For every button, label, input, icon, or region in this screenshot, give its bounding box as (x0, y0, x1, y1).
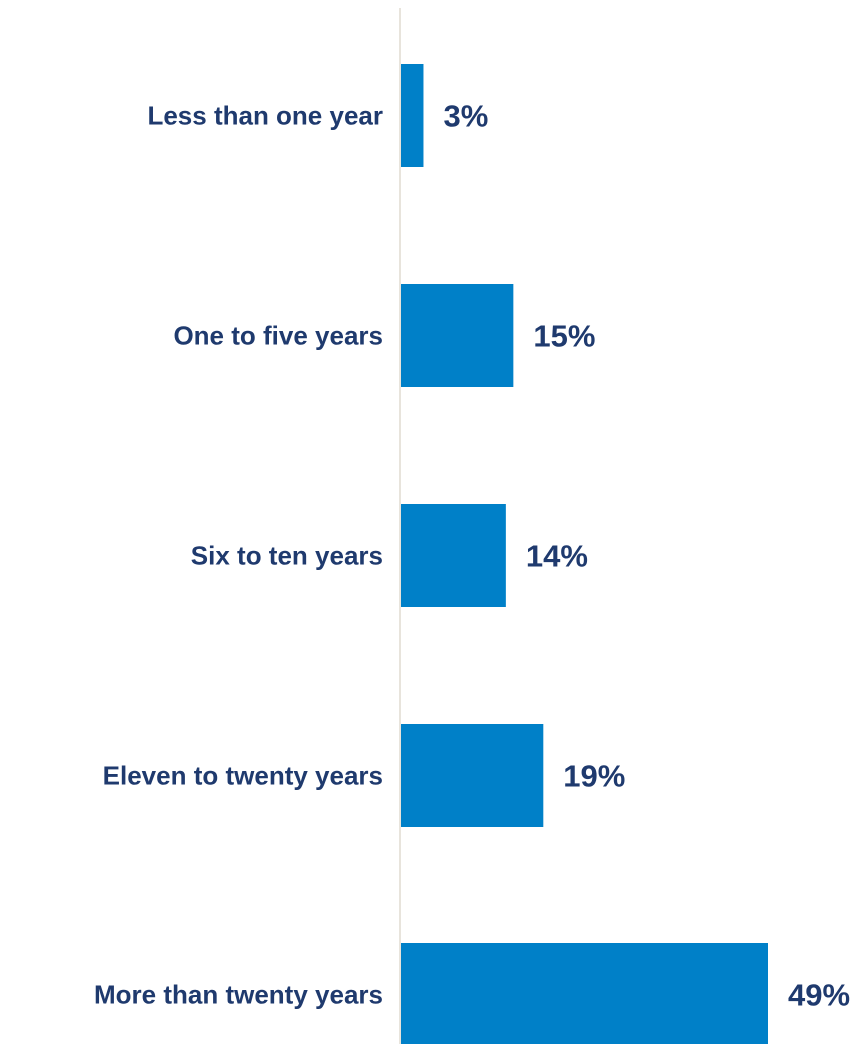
data-label: 3% (443, 99, 488, 134)
data-label: 49% (788, 978, 850, 1013)
value-labels-group: 3% 15% 14% 19% 49% (443, 99, 850, 1013)
bar (401, 943, 768, 1044)
bar (401, 724, 544, 827)
category-label: One to five years (173, 321, 383, 351)
category-labels-group: Less than one year One to five years Six t… (94, 101, 383, 1010)
bar (401, 64, 424, 167)
bar (401, 504, 506, 607)
bars-group (401, 64, 768, 1044)
category-label: Eleven to twenty years (103, 761, 383, 791)
category-label: Less than one year (147, 101, 383, 131)
bar (401, 284, 514, 387)
category-label: Six to ten years (191, 541, 383, 571)
category-label: More than twenty years (94, 980, 383, 1010)
data-label: 15% (533, 319, 595, 354)
data-label: 14% (526, 539, 588, 574)
data-label: 19% (563, 759, 625, 794)
